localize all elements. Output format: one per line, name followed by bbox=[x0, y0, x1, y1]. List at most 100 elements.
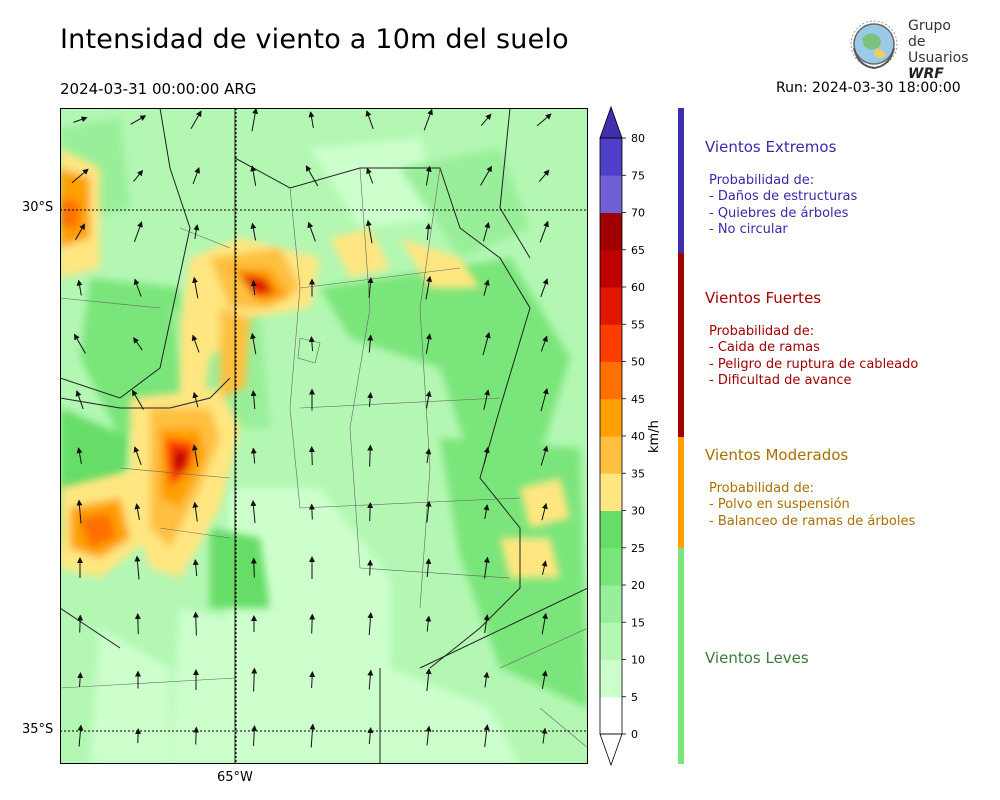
wind-arrow bbox=[77, 724, 84, 747]
colorbar-tick-label: 20 bbox=[631, 579, 645, 592]
colorbar-tick-label: 35 bbox=[631, 467, 645, 480]
wind-arrow bbox=[131, 389, 144, 410]
wind-arrow bbox=[77, 614, 84, 633]
wind-arrow bbox=[367, 502, 374, 522]
colorbar-segment bbox=[600, 622, 622, 660]
category-bar bbox=[678, 108, 684, 253]
category-description-line: - Caida de ramas bbox=[709, 340, 820, 356]
colorbar-segment bbox=[600, 659, 622, 698]
wind-arrow bbox=[76, 499, 83, 524]
wind-arrow bbox=[192, 559, 199, 577]
wind-arrow bbox=[75, 390, 84, 410]
wind-arrow bbox=[483, 724, 490, 747]
wind-arrow bbox=[483, 446, 490, 465]
wind-arrow bbox=[133, 169, 144, 182]
wind-arrow bbox=[540, 278, 549, 298]
wind-arrow bbox=[133, 278, 142, 297]
globe-icon bbox=[850, 20, 898, 70]
wind-arrow bbox=[134, 555, 141, 580]
colorbar-unit: km/h bbox=[647, 420, 662, 453]
colorbar-tick-label: 40 bbox=[631, 430, 645, 443]
category-title: Vientos Fuertes bbox=[705, 289, 822, 307]
category-description-line: Probabilidad de: bbox=[709, 324, 815, 339]
colorbar-tick-label: 60 bbox=[631, 281, 645, 294]
wind-arrow bbox=[192, 276, 199, 299]
map-title: Intensidad de viento a 10m del suelo bbox=[60, 24, 569, 55]
category-description-line: - Peligro de ruptura de cableado bbox=[709, 356, 919, 372]
wind-arrow bbox=[133, 337, 143, 351]
wind-arrow bbox=[251, 667, 258, 692]
wind-arrow bbox=[73, 333, 86, 354]
wind-arrow bbox=[250, 222, 257, 241]
wind-arrow bbox=[307, 221, 316, 242]
wind-arrow bbox=[541, 502, 548, 521]
colorbar-tick-label: 65 bbox=[631, 244, 645, 257]
colorbar-tick-label: 50 bbox=[631, 356, 645, 369]
wind-arrow bbox=[541, 727, 548, 744]
category-title: Vientos Moderados bbox=[705, 446, 849, 464]
wind-arrow bbox=[367, 392, 374, 408]
wind-arrow bbox=[250, 557, 257, 578]
category-title: Vientos Leves bbox=[705, 649, 809, 667]
category-description: Probabilidad de: - Polvo en suspensión - B… bbox=[709, 481, 915, 530]
colorbar-segment bbox=[600, 138, 622, 176]
colorbar-segment bbox=[600, 361, 622, 400]
wind-arrow bbox=[483, 389, 490, 410]
wind-arrow bbox=[308, 503, 315, 520]
wind-arrow bbox=[308, 111, 315, 128]
wind-arrow bbox=[305, 165, 319, 187]
wind-arrow bbox=[425, 668, 432, 691]
wind-arrow bbox=[482, 331, 491, 356]
wind-arrow bbox=[134, 613, 141, 635]
colorbar-segment bbox=[600, 585, 622, 623]
wind-arrow bbox=[425, 500, 432, 523]
wind-arrow bbox=[540, 335, 548, 352]
wind-arrow bbox=[366, 167, 374, 184]
wind-arrow bbox=[250, 165, 257, 186]
wind-arrow bbox=[190, 110, 202, 129]
wind-arrow bbox=[483, 556, 490, 579]
colorbar-segment bbox=[600, 175, 622, 213]
wind-arrow bbox=[77, 672, 84, 688]
wind-arrow bbox=[251, 725, 258, 747]
wind-arrow bbox=[367, 559, 374, 576]
category-description-line: Probabilidad de: bbox=[709, 173, 815, 188]
wind-arrow bbox=[367, 334, 374, 353]
category-description-line: - Polvo en suspensión bbox=[709, 497, 850, 513]
colorbar-extend-max bbox=[599, 105, 623, 139]
wind-arrow bbox=[538, 169, 550, 183]
wind-arrow bbox=[76, 279, 83, 296]
wind-arrow bbox=[309, 671, 316, 689]
colorbar-tick-label: 75 bbox=[631, 169, 645, 182]
category-bar bbox=[678, 253, 684, 437]
wind-arrow bbox=[483, 504, 490, 519]
wind-arrow bbox=[541, 560, 548, 575]
wind-arrow bbox=[483, 614, 490, 633]
colorbar-tick-label: 25 bbox=[631, 542, 645, 555]
wind-arrow bbox=[130, 115, 147, 125]
category-description: Probabilidad de: - Daños de estructuras - … bbox=[709, 173, 857, 238]
wind-arrow bbox=[541, 670, 548, 689]
wind-arrow bbox=[133, 446, 142, 466]
wind-arrow bbox=[75, 223, 85, 241]
category-description-line: Probabilidad de: bbox=[709, 481, 815, 496]
wind-arrow bbox=[251, 108, 259, 132]
wind-arrow bbox=[425, 390, 432, 409]
wind-arrow bbox=[425, 333, 432, 354]
colorbar-tick-label: 55 bbox=[631, 318, 645, 331]
graticule bbox=[60, 108, 588, 764]
wind-arrow bbox=[423, 108, 433, 131]
lat-label-30: 30°S bbox=[22, 200, 54, 215]
wind-arrow bbox=[480, 113, 492, 127]
colorbar-segment bbox=[600, 249, 622, 288]
category-title: Vientos Extremos bbox=[705, 138, 837, 156]
colorbar-tick-label: 70 bbox=[631, 207, 645, 220]
wind-arrow bbox=[536, 113, 552, 127]
category-description-line: - Daños de estructuras bbox=[709, 189, 858, 205]
wind-arrow bbox=[367, 727, 374, 745]
colorbar-segment bbox=[600, 398, 622, 437]
wind-arrow bbox=[73, 116, 88, 123]
wind-arrow bbox=[425, 558, 432, 578]
wind-arrow bbox=[483, 221, 491, 242]
wind-arrow bbox=[193, 726, 200, 745]
